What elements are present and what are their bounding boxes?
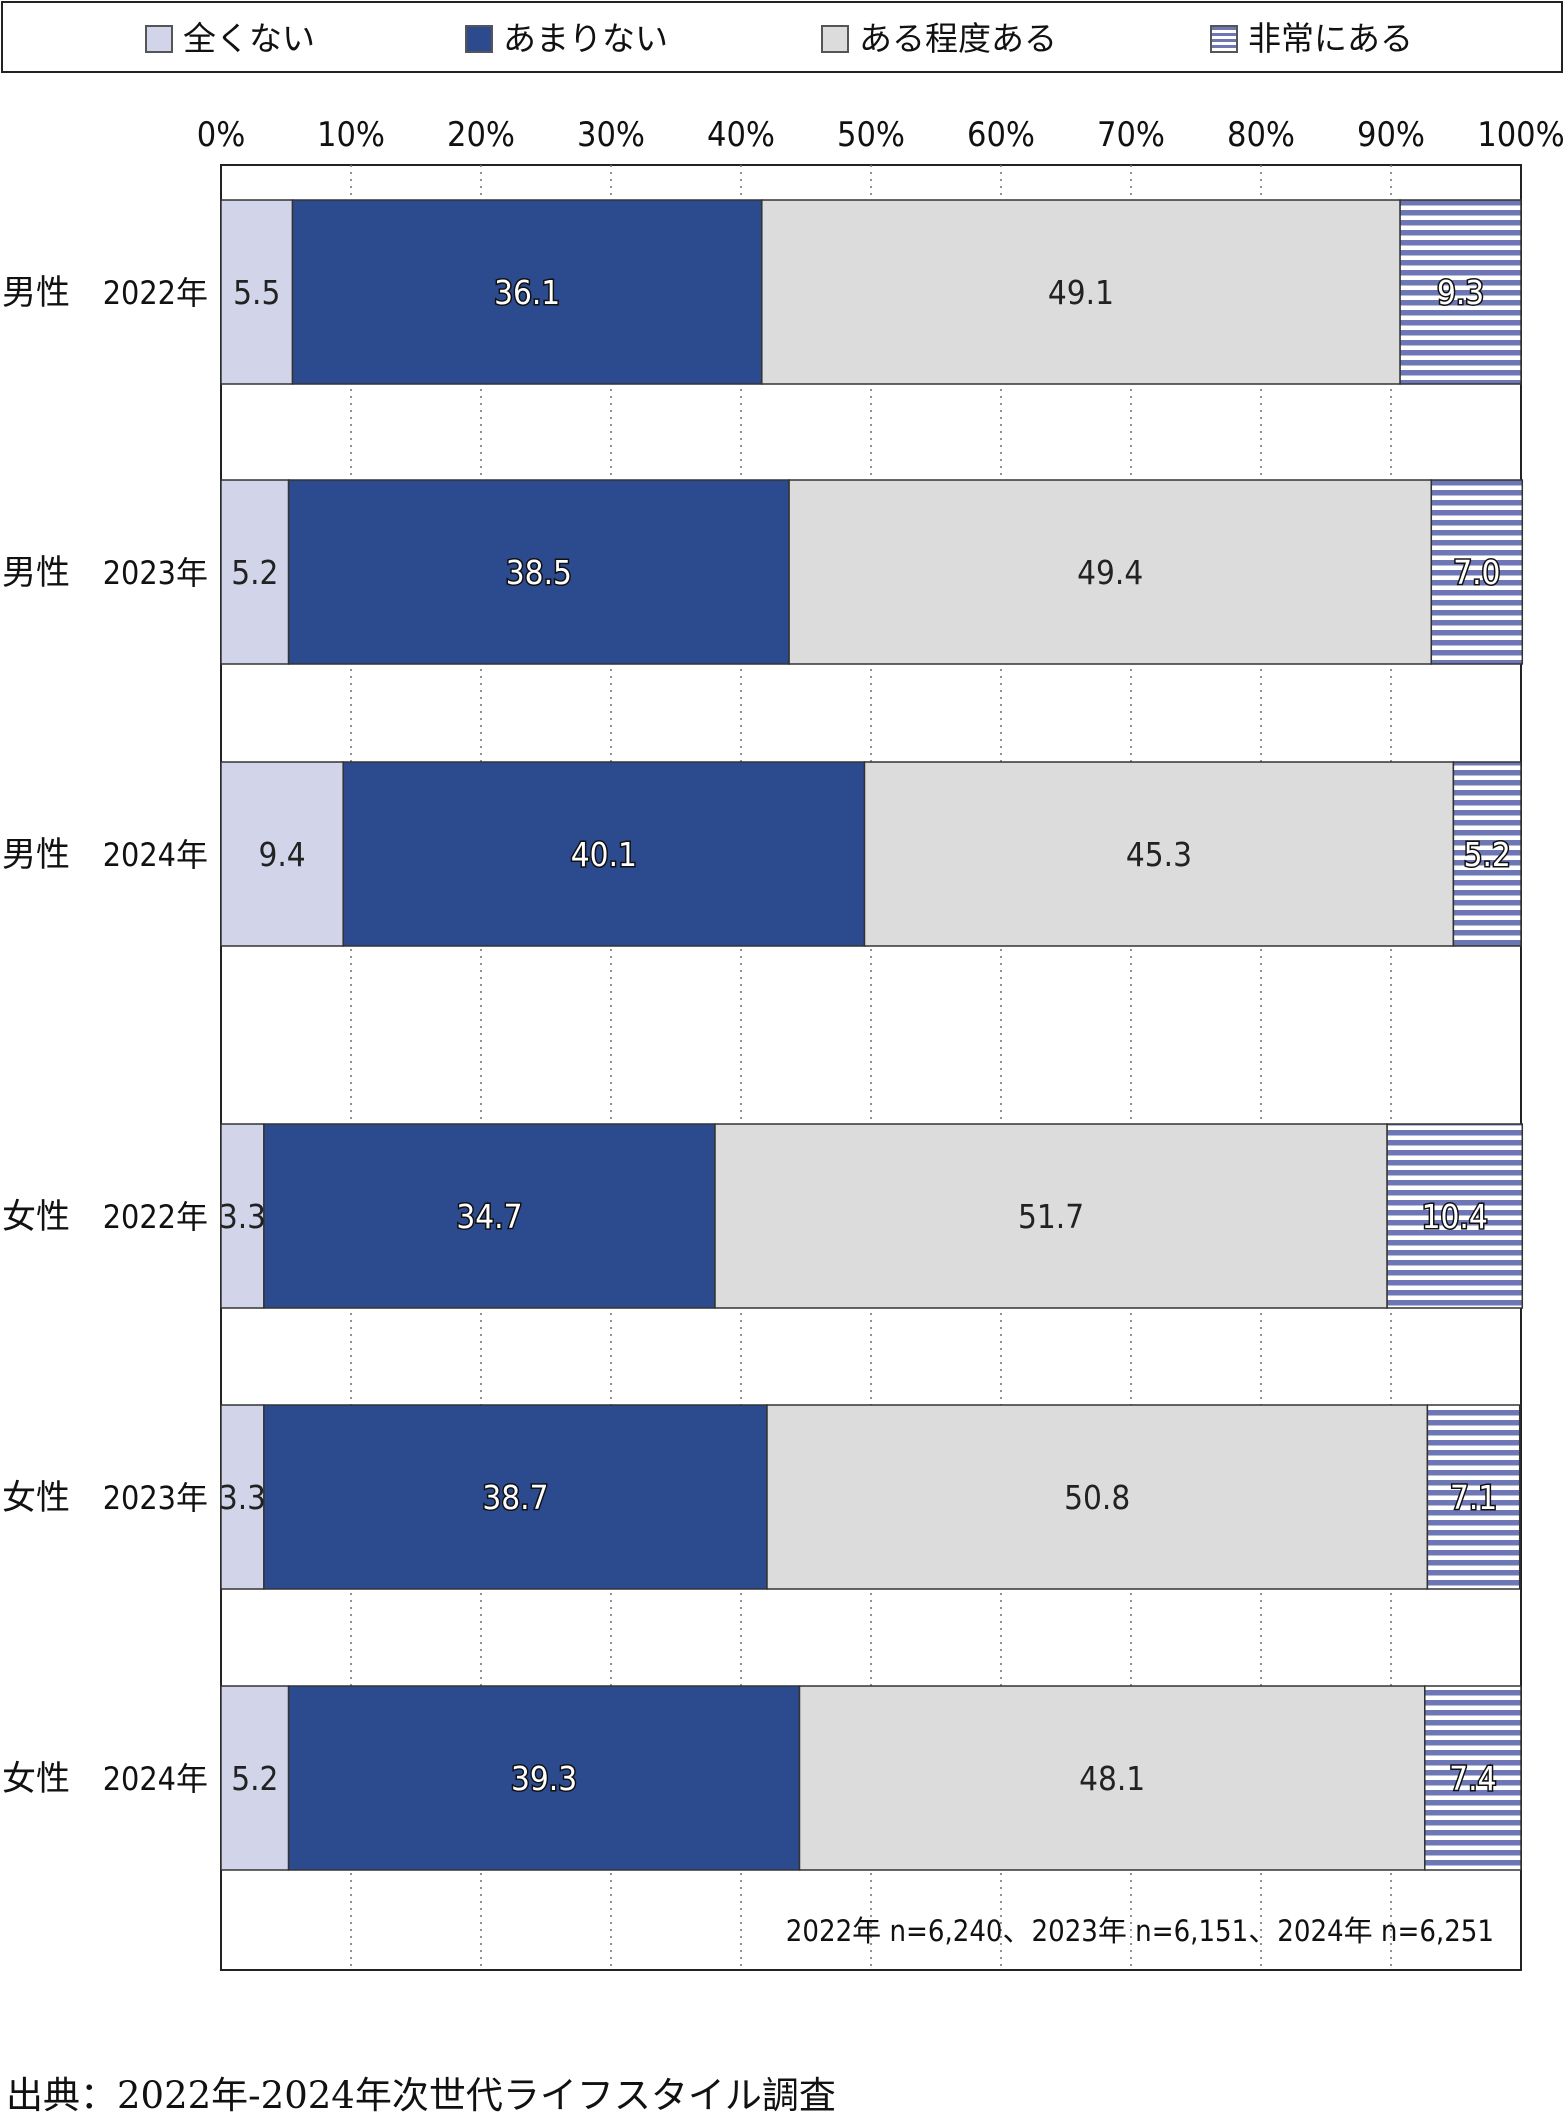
x-tick-label: 60% [967,115,1035,155]
bar-segment [1452,761,1522,947]
bar-value-label: 50.8 [1064,1478,1130,1517]
bar-segment [798,1685,1426,1871]
bar-segment [766,1404,1429,1590]
bar-value-label: 49.1 [1048,273,1114,312]
row-group-label: 女性 [2,1759,70,1799]
bar-segment [863,761,1455,947]
bar-value-label: 5.2 [231,553,278,592]
bar-segment [220,761,344,947]
row-year-label: 2024年 [103,836,208,874]
chart-legend: 全くない あまりない ある程度ある 非常にある [1,1,1563,73]
bar-value-label: 5.2 [1464,835,1511,874]
row-year-label: 2023年 [103,554,208,592]
row-year-label: 2022年 [103,274,208,312]
x-tick-label: 0% [197,115,246,155]
row-year-label: 2024年 [103,1760,208,1798]
plot-frame [220,164,1522,1971]
bar-segment [1399,199,1522,385]
x-tick-label: 50% [837,115,905,155]
x-tick-label: 10% [317,115,385,155]
bar-value-label: 48.1 [1079,1759,1145,1798]
row-group-label: 男性 [2,553,70,593]
bar-value-label: 10.4 [1422,1197,1488,1236]
bar-segment [220,1404,265,1590]
legend-item: 非常にある [1210,20,1413,58]
bar-segment [287,1685,801,1871]
legend-label: 非常にある [1248,19,1413,58]
bar-segment [220,199,294,385]
bar-value-label: 45.3 [1126,835,1192,874]
legend-label: ある程度ある [859,19,1057,58]
x-tick-label: 30% [577,115,645,155]
x-tick-label: 20% [447,115,515,155]
legend-label: 全くない [183,19,315,58]
chart-plot: 0% 10% 20% 30% 40% 50% 60% 70% 80% 90% 100% 男性 2022年… [2,115,1565,1971]
legend-swatch [1210,25,1238,53]
bar-value-label: 38.7 [482,1478,548,1517]
row-group-label: 女性 [2,1478,70,1518]
bar-segment [220,1685,290,1871]
x-tick-label: 80% [1227,115,1295,155]
x-tick-label: 90% [1357,115,1425,155]
bar-value-label: 3.3 [219,1478,266,1517]
legend-swatch [821,25,849,53]
bar-value-label: 36.1 [494,273,560,312]
bar-value-label: 34.7 [456,1197,522,1236]
sample-size-annotation: 2022年 n=6,240、2023年 n=6,151、2024年 n=6,25… [786,1914,1494,1948]
source-note: 出典：2022年-2024年次世代ライフスタイル調査 [6,2074,836,2117]
bar-segment [761,199,1401,385]
bar-value-label: 51.7 [1018,1197,1084,1236]
bar-value-label: 7.0 [1453,553,1500,592]
bar-segment [220,1123,265,1309]
bar-segment [1424,1685,1522,1871]
bar-value-label: 5.5 [233,273,280,312]
bar-value-label: 40.1 [571,835,637,874]
bar-segment [291,199,763,385]
bar-segment [1386,1123,1524,1309]
bar-value-label: 5.2 [231,1759,278,1798]
bar-value-label: 39.3 [511,1759,577,1798]
legend-label: あまりない [503,19,668,58]
x-tick-label: 40% [707,115,775,155]
legend-swatch [145,25,173,53]
bar-value-label: 49.4 [1077,553,1143,592]
legend-swatch [465,25,493,53]
bar-value-label: 7.4 [1449,1759,1496,1798]
row-group-label: 女性 [2,1197,70,1237]
bar-value-label: 3.3 [219,1197,266,1236]
bar-segment [714,1123,1388,1309]
bar-value-label: 9.3 [1437,273,1484,312]
row-year-label: 2023年 [103,1479,208,1517]
bar-value-label: 7.1 [1450,1478,1497,1517]
bar-segment [1426,1404,1521,1590]
row-year-label: 2022年 [103,1198,208,1236]
x-tick-label: 100% [1477,115,1564,155]
legend-item: 全くない [145,20,315,58]
bar-segment [342,761,866,947]
legend-item: あまりない [465,20,668,58]
bar-segment [1430,479,1524,665]
bar-segment [220,479,290,665]
bar-value-label: 38.5 [506,553,572,592]
bar-segment [263,1404,768,1590]
x-tick-label: 70% [1097,115,1165,155]
legend-item: ある程度ある [821,20,1057,58]
bar-value-label: 9.4 [258,835,305,874]
row-group-label: 男性 [2,835,70,875]
bar-segment [788,479,1433,665]
row-group-label: 男性 [2,273,70,313]
